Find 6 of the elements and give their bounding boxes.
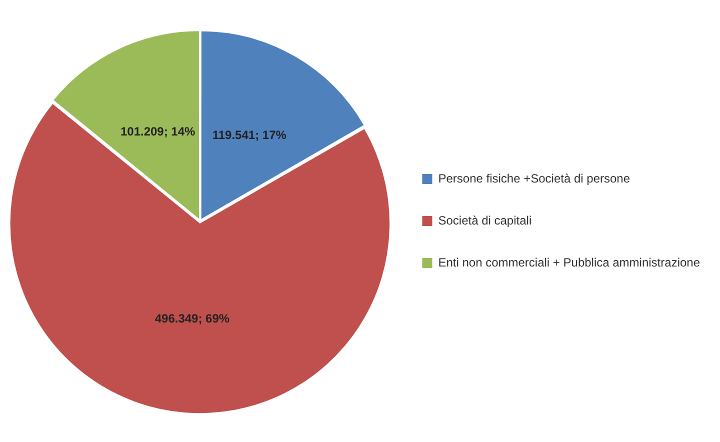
data-label: 101.209; 14% bbox=[120, 124, 196, 138]
data-label: 119.541; 17% bbox=[212, 128, 287, 142]
legend-label: Società di capitali bbox=[438, 213, 532, 228]
data-label: 496.349; 69% bbox=[154, 312, 230, 326]
legend-label: Enti non commerciali + Pubblica amministrazione bbox=[438, 255, 700, 270]
legend-label: Persone fisiche +Società di persone bbox=[438, 171, 630, 186]
